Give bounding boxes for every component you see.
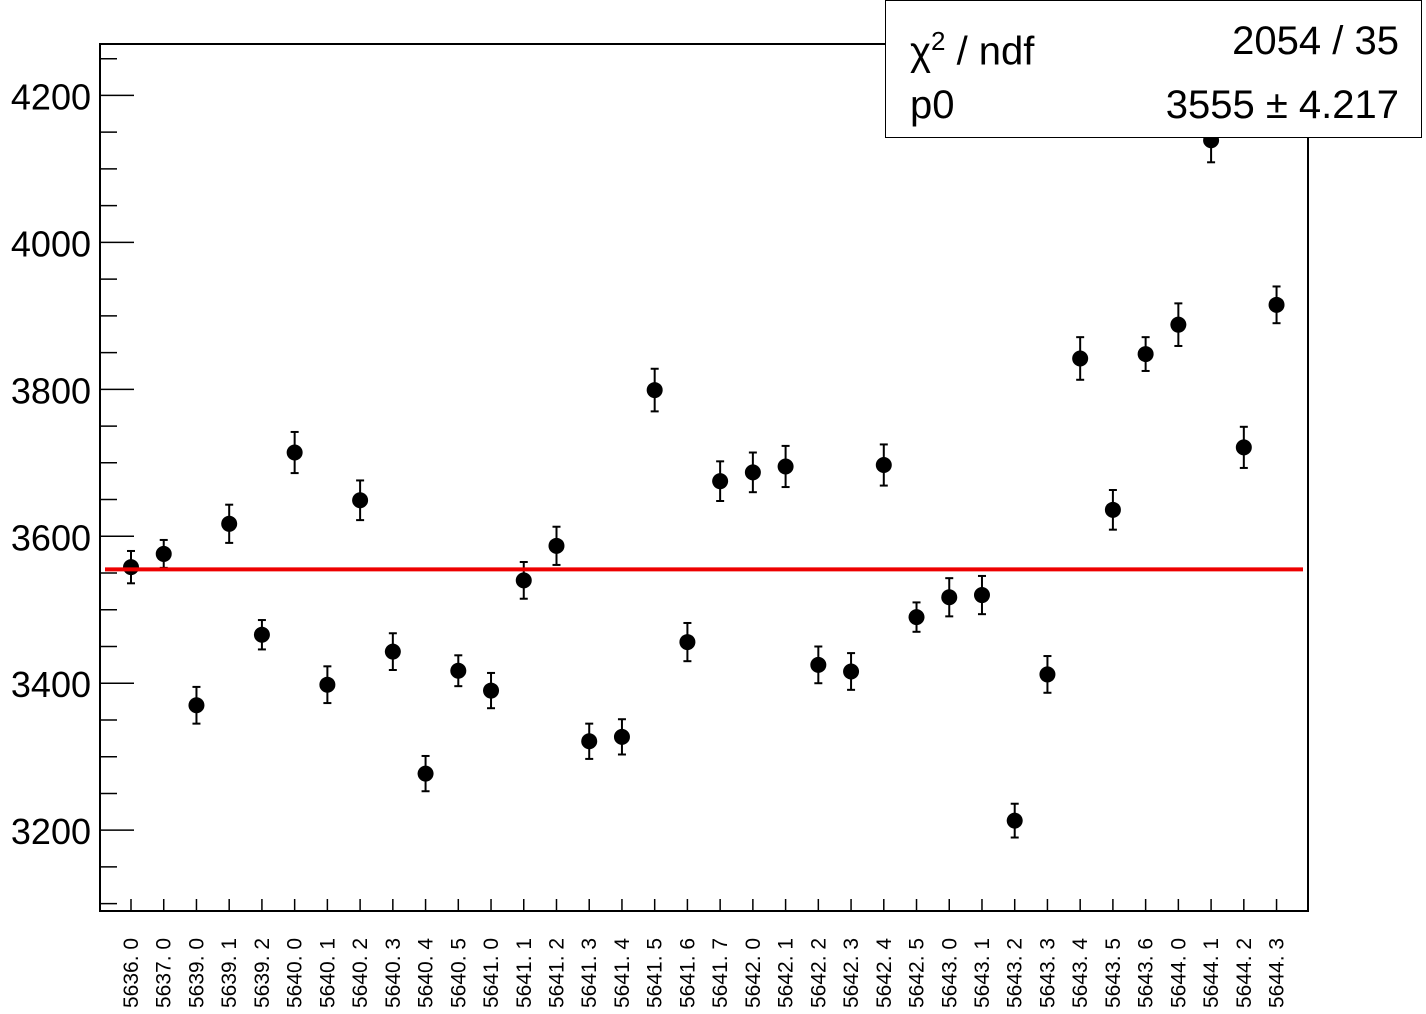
x-tick-label: 5641. 4 [611,938,634,1008]
data-point [221,515,238,532]
x-tick-label: 5639. 2 [251,938,274,1008]
data-point [744,464,761,481]
x-tick-label: 5644. 2 [1233,938,1256,1008]
p0-value: 3555 ± 4.217 [1165,83,1399,127]
data-point [646,382,663,399]
x-tick-label: 5643. 1 [971,938,994,1008]
data-point [777,458,794,475]
data-point [843,663,860,680]
data-points [123,117,1285,839]
data-point [155,545,172,562]
data-point [253,626,270,643]
x-tick-label: 5640. 1 [316,938,339,1008]
data-point [450,662,467,679]
data-point [123,559,139,576]
x-tick-label: 5641. 5 [644,938,667,1008]
data-point [679,634,696,651]
y-tick-label: 3200 [11,811,91,852]
data-point [384,643,401,660]
x-tick-label: 5640. 5 [447,938,470,1008]
data-point [1170,316,1187,333]
data-point [712,473,729,490]
y-tick-label: 3400 [11,664,91,705]
x-tick-label: 5642. 5 [906,938,929,1008]
x-tick-label: 5639. 0 [185,938,208,1008]
y-tick-label: 4000 [11,223,91,264]
data-point [973,587,990,604]
x-tick-label: 5643. 0 [938,938,961,1008]
data-point [1039,666,1056,683]
x-axis: 5636. 0 5637. 0 5639. 0 5639. 1 5639. 2 5640.… [120,899,1289,1008]
x-tick-label: 5640. 3 [382,938,405,1008]
data-point [1137,346,1154,363]
fit-stats-box: χ2 / ndf 2054 / 35 p0 3555 ± 4.217 [885,0,1422,138]
x-tick-label: 5643. 4 [1069,938,1092,1008]
x-tick-label: 5643. 2 [1004,938,1027,1008]
x-tick-label: 5644. 3 [1266,938,1289,1008]
x-tick-label: 5641. 1 [513,938,536,1008]
x-tick-label: 5639. 1 [218,938,241,1008]
data-point [1006,812,1023,829]
data-point [1104,501,1121,518]
data-point [1235,439,1252,456]
x-tick-label: 5642. 4 [873,938,896,1008]
x-tick-label: 5640. 0 [284,938,307,1008]
data-point [810,656,827,673]
data-point [941,589,958,606]
x-tick-label: 5641. 2 [545,938,568,1008]
x-tick-label: 5641. 3 [578,938,601,1008]
x-tick-label: 5641. 7 [709,938,732,1008]
x-tick-label: 5641. 6 [676,938,699,1008]
p0-row: p0 3555 ± 4.217 [886,75,1421,135]
data-point [581,733,598,750]
y-tick-label: 3600 [11,517,91,558]
data-point [548,537,565,554]
x-tick-label: 5643. 6 [1135,938,1158,1008]
x-tick-label: 5641. 0 [480,938,503,1008]
plot-frame [99,43,1309,912]
data-point [613,728,630,745]
x-tick-label: 5640. 2 [349,938,372,1008]
x-tick-label: 5642. 1 [775,938,798,1008]
x-tick-label: 5642. 2 [807,938,830,1008]
chi2-value: 2054 / 35 [1232,19,1399,63]
data-point [188,697,205,714]
x-tick-label: 5643. 5 [1102,938,1125,1008]
x-tick-label: 5637. 0 [153,938,176,1008]
data-point [1072,350,1089,367]
data-point [483,682,500,699]
chi2-label: χ2 / ndf [910,26,1035,74]
x-tick-label: 5640. 4 [415,938,438,1008]
x-tick-label: 5644. 1 [1200,938,1223,1008]
data-point [875,457,892,474]
data-point [515,572,532,589]
x-tick-label: 5642. 3 [840,938,863,1008]
data-point [417,765,434,782]
y-tick-label: 4200 [11,76,91,117]
y-axis: 3200 3400 3600 3800 4000 4200 [11,57,134,905]
y-tick-label: 3800 [11,370,91,411]
data-point [1268,296,1285,313]
x-tick-label: 5643. 3 [1036,938,1059,1008]
x-tick-label: 5636. 0 [120,938,143,1008]
data-point [908,609,925,626]
chi2-row: χ2 / ndf 2054 / 35 [886,11,1421,73]
data-point [319,676,336,693]
x-tick-label: 5642. 0 [742,938,765,1008]
data-point [286,444,303,461]
p0-label: p0 [910,83,955,127]
x-tick-label: 5644. 0 [1167,938,1190,1008]
data-point [352,492,369,509]
